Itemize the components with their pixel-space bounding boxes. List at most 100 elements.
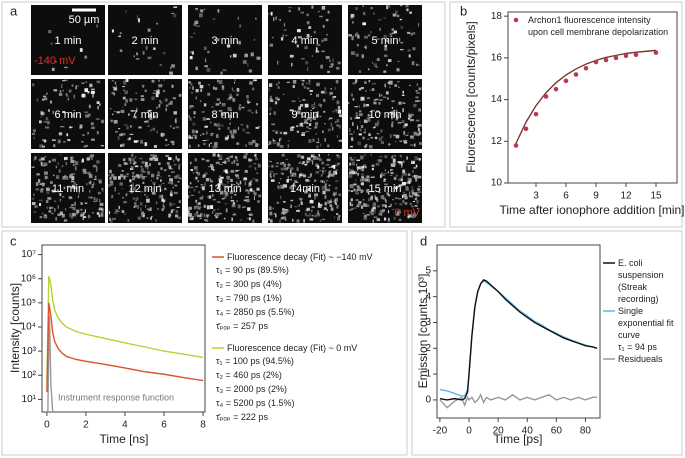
- speck: [31, 197, 35, 200]
- speck: [147, 109, 151, 113]
- speck: [251, 139, 256, 144]
- speck: [78, 191, 80, 195]
- speck: [162, 202, 165, 206]
- speck: [308, 192, 311, 197]
- speck: [357, 35, 360, 39]
- speck: [401, 120, 405, 122]
- speck: [360, 86, 364, 90]
- speck: [175, 155, 178, 160]
- speck: [276, 162, 279, 164]
- speck: [68, 197, 73, 200]
- speck: [46, 191, 50, 195]
- speck: [405, 187, 409, 191]
- speck: [83, 145, 88, 148]
- speck: [90, 90, 95, 94]
- speck: [318, 157, 321, 161]
- speck: [254, 153, 257, 157]
- speck: [322, 24, 325, 28]
- speck: [86, 182, 88, 186]
- speck: [298, 162, 301, 164]
- speck: [387, 81, 391, 84]
- speck: [287, 209, 289, 212]
- speck: [53, 174, 55, 177]
- speck: [139, 191, 144, 193]
- speck: [415, 178, 418, 182]
- speck: [417, 123, 422, 127]
- speck: [137, 204, 140, 209]
- speck: [188, 210, 190, 214]
- speck: [218, 158, 223, 160]
- speck: [355, 199, 359, 201]
- speck: [122, 143, 125, 147]
- speck: [73, 94, 76, 99]
- speck: [397, 121, 402, 124]
- speck: [255, 157, 258, 161]
- speck: [132, 182, 134, 187]
- speck: [314, 156, 316, 158]
- speck: [230, 178, 233, 182]
- speck: [334, 86, 336, 90]
- x-tick-label: 60: [551, 426, 563, 437]
- speck: [141, 211, 144, 215]
- speck: [253, 196, 255, 201]
- speck: [409, 214, 413, 218]
- speck: [80, 212, 83, 217]
- speck: [232, 98, 236, 102]
- speck: [299, 100, 301, 102]
- speck: [121, 133, 126, 136]
- speck: [308, 79, 311, 82]
- speck: [208, 143, 211, 148]
- speck: [409, 119, 414, 122]
- speck: [402, 169, 406, 174]
- speck: [227, 107, 232, 111]
- speck: [403, 160, 405, 163]
- speck: [63, 186, 66, 190]
- speck: [373, 101, 377, 105]
- speck: [325, 18, 329, 22]
- speck: [53, 208, 56, 212]
- speck: [40, 161, 43, 166]
- speck: [81, 82, 85, 85]
- speck: [398, 86, 400, 88]
- y-tick-label: 10⁵: [21, 298, 36, 309]
- speck: [384, 47, 388, 51]
- speck: [338, 139, 343, 142]
- speck: [325, 179, 329, 182]
- speck: [91, 138, 95, 141]
- speck: [256, 103, 258, 106]
- x-tick-label: 3: [533, 191, 539, 202]
- speck: [308, 26, 312, 29]
- y-tick-label: 0: [425, 395, 431, 406]
- x-axis-title: Time [ps]: [494, 432, 543, 446]
- speck: [43, 162, 48, 166]
- speck: [55, 175, 60, 179]
- speck: [269, 98, 273, 102]
- speck: [242, 60, 247, 64]
- speck: [54, 61, 57, 63]
- speck: [158, 162, 161, 165]
- speck: [254, 167, 257, 170]
- speck: [393, 30, 397, 34]
- speck: [235, 175, 238, 178]
- speck: [227, 180, 229, 184]
- speck: [140, 213, 143, 217]
- speck: [162, 182, 165, 185]
- speck: [193, 116, 196, 118]
- speck: [268, 206, 272, 211]
- speck: [328, 118, 330, 121]
- speck: [414, 174, 418, 179]
- speck: [400, 26, 404, 29]
- speck: [368, 34, 371, 37]
- speck: [155, 201, 158, 205]
- speck: [365, 104, 370, 107]
- speck: [256, 56, 261, 60]
- speck: [411, 205, 414, 208]
- speck: [371, 168, 374, 171]
- speck: [95, 170, 98, 172]
- speck: [314, 126, 317, 129]
- speck: [135, 115, 137, 119]
- speck: [310, 117, 313, 120]
- speck: [229, 93, 233, 97]
- speck: [109, 176, 112, 180]
- speck: [121, 196, 125, 199]
